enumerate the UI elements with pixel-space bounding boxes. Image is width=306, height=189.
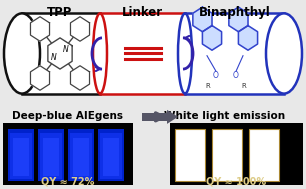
Text: QY ≈ 100%: QY ≈ 100%: [206, 177, 266, 187]
Text: TPP: TPP: [47, 5, 73, 19]
Bar: [142, 113, 169, 121]
Text: R: R: [242, 83, 246, 89]
Polygon shape: [238, 26, 258, 50]
Bar: [40, 133, 62, 179]
Bar: [10, 133, 32, 179]
Polygon shape: [31, 66, 50, 90]
Text: Binaphthyl: Binaphthyl: [199, 5, 271, 19]
Bar: [170, 123, 303, 185]
Polygon shape: [48, 38, 72, 69]
Text: N: N: [63, 45, 69, 53]
Polygon shape: [193, 7, 212, 32]
Text: O: O: [233, 71, 239, 80]
Text: O: O: [213, 71, 219, 80]
Bar: [175, 129, 205, 181]
Text: N: N: [51, 53, 57, 62]
Bar: [98, 129, 124, 181]
Bar: [70, 133, 92, 179]
Bar: [8, 129, 34, 181]
Bar: [3, 123, 133, 185]
Bar: [38, 129, 64, 181]
Ellipse shape: [4, 13, 40, 94]
Bar: [68, 129, 94, 181]
Bar: [100, 133, 122, 179]
Text: QY ≈ 72%: QY ≈ 72%: [41, 177, 95, 187]
Bar: [103, 138, 119, 176]
Bar: [43, 138, 59, 176]
Polygon shape: [70, 66, 90, 90]
Polygon shape: [70, 17, 90, 41]
Polygon shape: [31, 17, 50, 41]
FancyArrowPatch shape: [148, 113, 163, 121]
Bar: [73, 138, 89, 176]
Bar: [212, 129, 242, 181]
Bar: [13, 138, 29, 176]
Ellipse shape: [266, 13, 302, 94]
Polygon shape: [229, 7, 248, 32]
Polygon shape: [203, 26, 222, 50]
Text: Deep-blue AIEgens: Deep-blue AIEgens: [13, 111, 124, 121]
Polygon shape: [167, 110, 178, 124]
Text: R: R: [206, 83, 211, 89]
Text: Linker: Linker: [121, 5, 162, 19]
Bar: [249, 129, 279, 181]
Bar: [22, 13, 284, 94]
Text: White light emission: White light emission: [164, 111, 285, 121]
